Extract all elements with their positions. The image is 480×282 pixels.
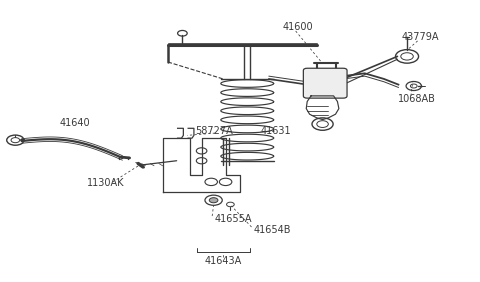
Text: 41643A: 41643A — [204, 256, 242, 266]
Text: 41631: 41631 — [261, 126, 291, 136]
FancyBboxPatch shape — [303, 68, 347, 98]
Text: 58727A: 58727A — [195, 126, 232, 136]
Text: 41600: 41600 — [282, 22, 313, 32]
Text: 41655A: 41655A — [215, 213, 252, 224]
Circle shape — [209, 198, 218, 203]
Text: 41640: 41640 — [59, 118, 90, 128]
Text: 1068AB: 1068AB — [398, 94, 435, 104]
Text: 41654B: 41654B — [253, 225, 291, 235]
Text: 1130AK: 1130AK — [87, 178, 124, 188]
Text: 43779A: 43779A — [401, 32, 439, 42]
